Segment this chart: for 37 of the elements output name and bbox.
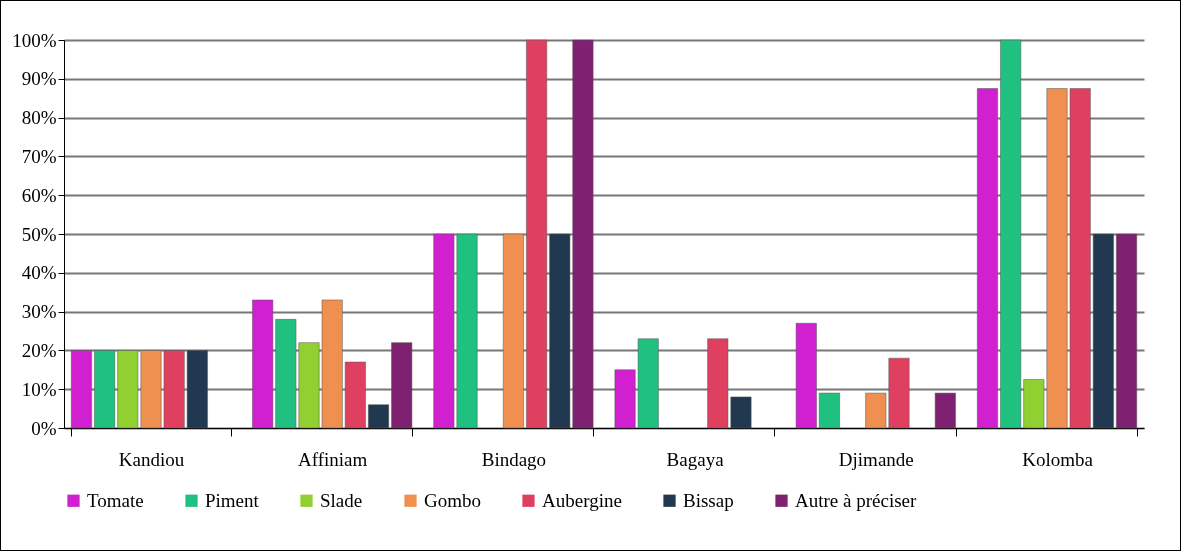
legend-label: Slade bbox=[320, 489, 363, 511]
bar bbox=[977, 88, 998, 429]
y-tick-label: 70% bbox=[21, 145, 57, 167]
bar bbox=[94, 350, 116, 429]
y-tick-label: 90% bbox=[21, 68, 57, 90]
bar bbox=[526, 39, 548, 429]
y-tick-label: 60% bbox=[21, 184, 57, 206]
bar bbox=[1116, 233, 1137, 429]
bar bbox=[795, 322, 817, 429]
bar bbox=[368, 404, 389, 429]
y-tick-label: 20% bbox=[21, 339, 57, 361]
y-tick-label: 10% bbox=[21, 378, 57, 400]
bar bbox=[391, 342, 413, 429]
legend-label: Tomate bbox=[87, 489, 144, 511]
x-tick-label: Kolomba bbox=[1022, 448, 1094, 470]
bar bbox=[934, 392, 956, 429]
x-tick-label: Bindago bbox=[481, 448, 547, 470]
legend-label: Aubergine bbox=[542, 489, 622, 511]
y-tick-label: 50% bbox=[21, 223, 57, 245]
x-tick-label: Kandiou bbox=[118, 448, 185, 470]
bar bbox=[344, 361, 366, 429]
y-tick-label: 30% bbox=[21, 301, 57, 323]
legend-label: Piment bbox=[205, 489, 260, 511]
bar bbox=[71, 350, 92, 429]
y-tick-label: 40% bbox=[21, 262, 57, 284]
x-tick-label: Affiniam bbox=[298, 448, 368, 470]
bar bbox=[819, 392, 840, 429]
x-tick-label: Djimande bbox=[838, 448, 914, 470]
y-tick-label: 80% bbox=[21, 107, 57, 129]
bar bbox=[502, 233, 524, 429]
legend-label: Autre à préciser bbox=[795, 489, 917, 511]
legend-label: Gombo bbox=[424, 489, 481, 511]
x-tick-label: Bagaya bbox=[666, 448, 725, 470]
y-tick-label: 100% bbox=[12, 29, 57, 51]
legend-label: Bissap bbox=[683, 489, 734, 511]
bar bbox=[1092, 233, 1114, 429]
y-tick-label: 0% bbox=[31, 417, 57, 439]
